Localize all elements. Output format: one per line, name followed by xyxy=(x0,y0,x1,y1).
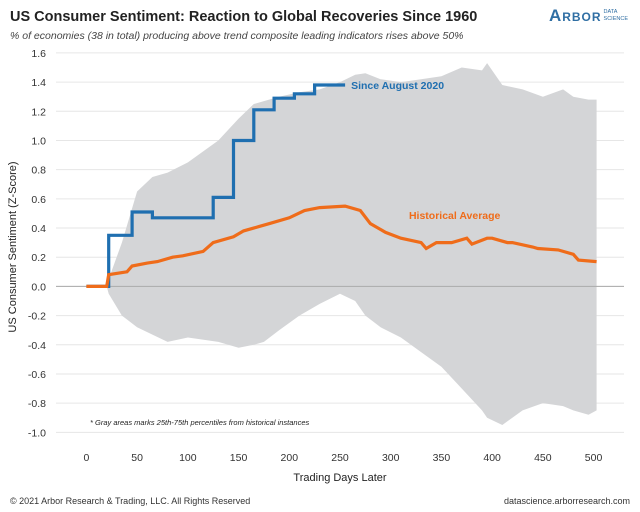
series-layer xyxy=(86,83,597,288)
y-tick-label: -0.8 xyxy=(28,398,46,410)
x-tick-label: 50 xyxy=(131,452,143,464)
y-tick-label: -0.2 xyxy=(28,311,46,323)
y-tick-label: 0.0 xyxy=(31,281,46,293)
x-tick-label: 300 xyxy=(382,452,400,464)
y-tick-label: 0.8 xyxy=(31,165,46,177)
y-axis-label: US Consumer Sentiment (Z-Score) xyxy=(7,161,19,332)
logo-sub-science: SCIENCE xyxy=(603,16,628,22)
y-tick-label: 0.6 xyxy=(31,194,46,206)
y-tick-label: -0.4 xyxy=(28,340,46,352)
y-tick-label: -1.0 xyxy=(28,427,46,439)
y-tick-label: 0.4 xyxy=(31,223,46,235)
x-axis-label: Trading Days Later xyxy=(293,472,386,484)
y-tick-label: 1.0 xyxy=(31,135,46,147)
x-tick-label: 200 xyxy=(281,452,299,464)
x-tick-label: 500 xyxy=(585,452,603,464)
since-aug-2020-line xyxy=(86,83,346,288)
x-tick-label: 400 xyxy=(483,452,501,464)
website-text: datascience.arborresearch.com xyxy=(503,496,630,506)
y-tick-label: 1.2 xyxy=(31,106,46,118)
x-tick-label: 450 xyxy=(534,452,552,464)
historical-average-line xyxy=(86,204,597,288)
annotation-note: * Gray areas marks 25th-75th percentiles… xyxy=(90,418,310,427)
x-tick-label: 0 xyxy=(84,452,90,464)
historical-average-label: Historical Average xyxy=(409,210,501,222)
logo-subtext: DATA SCIENCE xyxy=(604,9,628,23)
chart-title: US Consumer Sentiment: Reaction to Globa… xyxy=(10,9,478,25)
logo-sub-data: DATA xyxy=(603,9,618,15)
x-tick-label: 100 xyxy=(179,452,197,464)
copyright-text: © 2021 Arbor Research & Trading, LLC. Al… xyxy=(10,496,251,506)
x-tick-label: 150 xyxy=(230,452,248,464)
x-tick-label: 350 xyxy=(433,452,451,464)
logo-wordmark: Arbor xyxy=(548,6,602,25)
label-layer: Since August 2020 Historical Average * Gra… xyxy=(7,80,501,484)
y-tick-label: 1.4 xyxy=(31,77,46,89)
percentile-band xyxy=(86,63,597,425)
arbor-logo: Arbor DATA SCIENCE xyxy=(549,6,628,26)
tick-layer: -1.0 -0.8 -0.6 -0.4 -0.2 0.0 0.2 0.4 0.6 0.8 1.0 1.… xyxy=(28,48,603,464)
chart-subtitle: % of economies (38 in total) producing a… xyxy=(10,30,464,42)
y-tick-label: 1.6 xyxy=(31,48,46,60)
since-aug-2020-label: Since August 2020 xyxy=(351,80,444,92)
x-tick-label: 250 xyxy=(331,452,349,464)
band-layer xyxy=(86,63,597,425)
y-tick-label: -0.6 xyxy=(28,369,46,381)
y-tick-label: 0.2 xyxy=(31,252,46,264)
